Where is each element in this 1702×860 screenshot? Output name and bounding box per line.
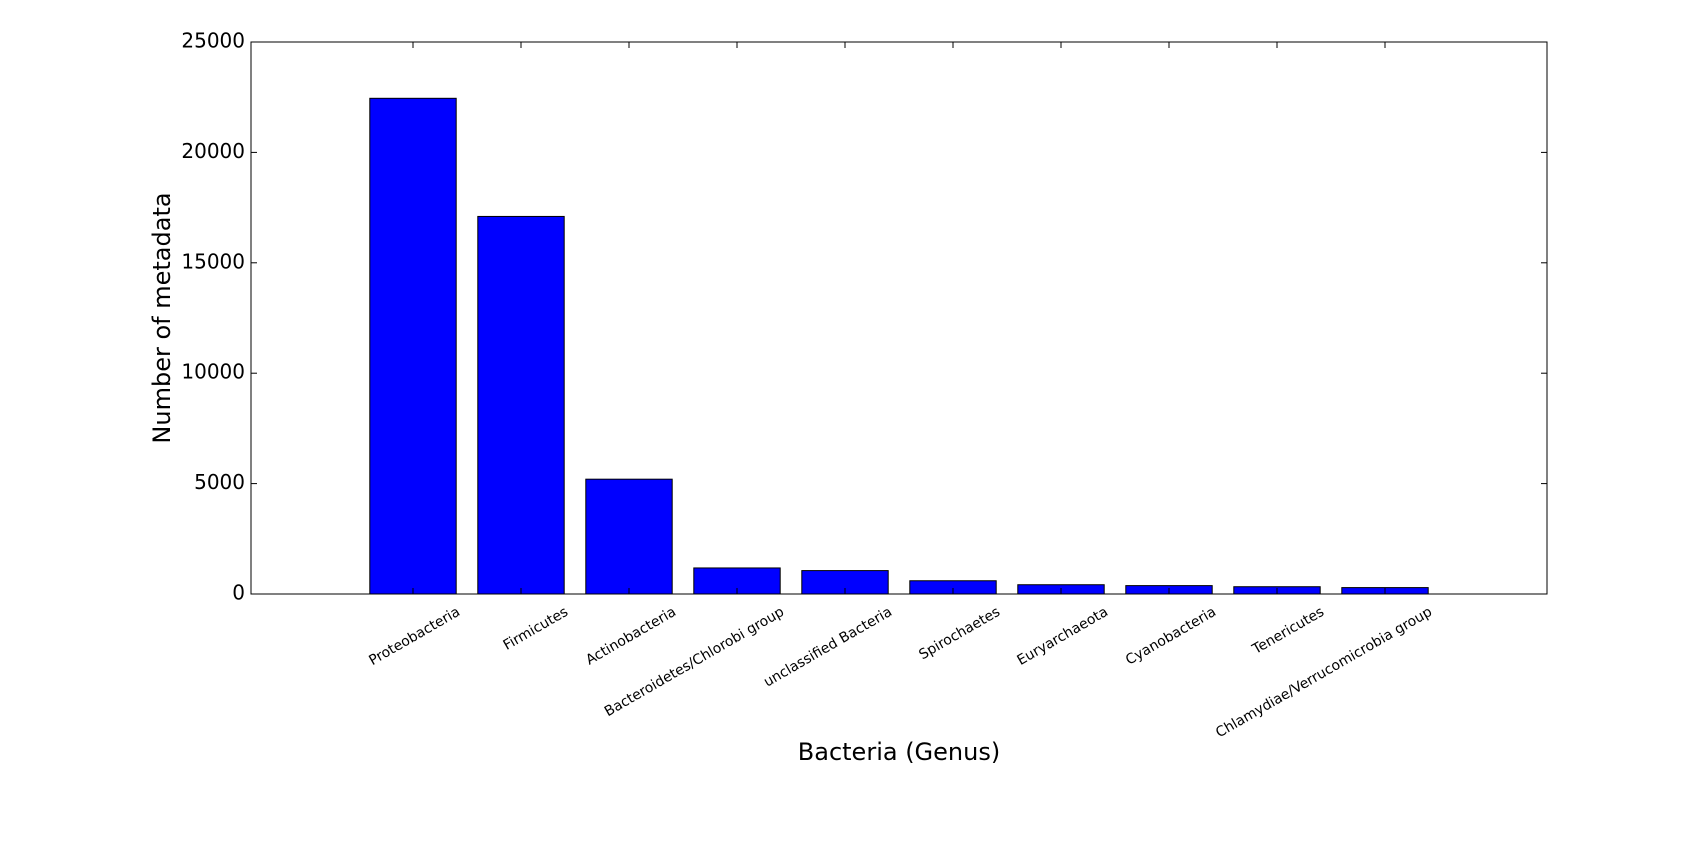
y-axis-label: Number of metadata [148, 192, 176, 443]
x-tick-labels: Proteobacteria Firmicutes ActinobacteriaBa… [366, 604, 1435, 741]
x-tick-label-3: Bacteroidetes/Chlorobi group [602, 604, 787, 720]
x-tick-label-5: Spirochaetes [916, 604, 1003, 663]
y-tick-label-0: 0 [232, 581, 245, 605]
y-tick-label-3: 15000 [181, 249, 245, 273]
y-tick-label-4: 20000 [181, 139, 245, 163]
x-tick-label-8: Tenericutes [1249, 604, 1327, 658]
bar-1 [477, 215, 565, 595]
x-tick-label-2: Actinobacteria [583, 604, 679, 669]
x-axis-label: Bacteria (Genus) [798, 738, 1000, 766]
x-tick-label-9: Chlamydiae/Verrucomicrobia group [1213, 604, 1435, 741]
x-tick-label-7: Cyanobacteria [1123, 604, 1219, 669]
x-tick-label-0: Proteobacteria [366, 604, 463, 669]
bar-2 [585, 478, 673, 595]
x-tick-label-6: Euryarchaeota [1014, 604, 1110, 669]
bar-0 [369, 97, 457, 595]
plot-frame [250, 41, 1548, 595]
bars-group [369, 97, 1429, 595]
y-tick-labels: 0 5000 10000 15000 20000 25000 [181, 29, 245, 605]
y-tick-label-5: 25000 [181, 29, 245, 53]
y-tick-label-2: 10000 [181, 360, 245, 384]
y-tick-label-1: 5000 [194, 470, 245, 494]
x-tick-label-1: Firmicutes [501, 604, 571, 654]
